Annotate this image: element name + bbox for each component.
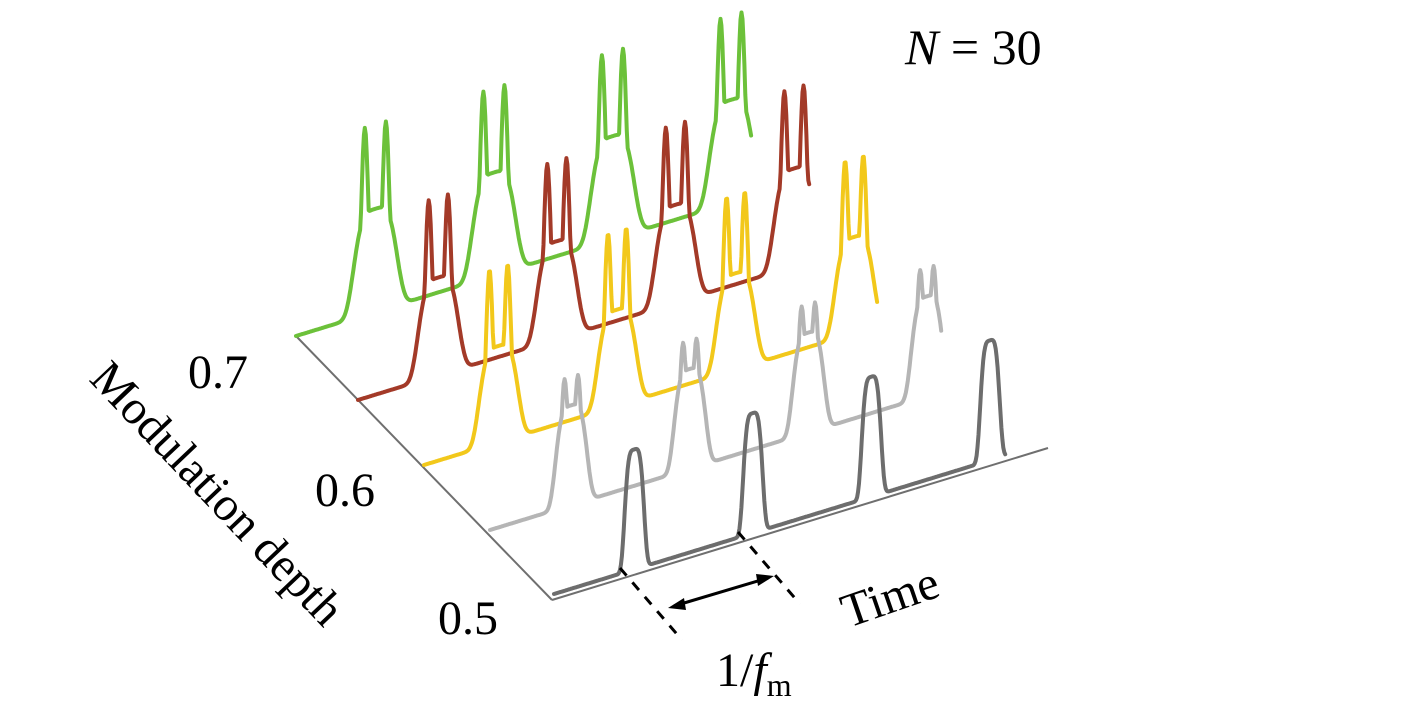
period-label-subscript: m bbox=[767, 667, 792, 703]
trace-3 bbox=[422, 154, 880, 467]
trace-5 bbox=[294, 10, 754, 338]
trace-4 bbox=[356, 83, 812, 402]
tick-label-0.5: 0.5 bbox=[438, 592, 498, 645]
period-marker-left bbox=[618, 567, 684, 641]
title-variable: N bbox=[904, 19, 941, 75]
period-label-numerator: 1/ bbox=[716, 644, 754, 697]
tick-label-0.6: 0.6 bbox=[315, 464, 375, 517]
title: N = 30 bbox=[904, 19, 1042, 75]
trace-2 bbox=[488, 264, 944, 532]
title-equals: = bbox=[938, 19, 991, 75]
trace-1 bbox=[552, 337, 1008, 596]
period-label: 1/fm bbox=[716, 644, 792, 703]
period-marker-right bbox=[736, 531, 802, 605]
tick-label-0.7: 0.7 bbox=[188, 346, 248, 399]
time-axis-label: Time bbox=[834, 556, 945, 639]
period-arrow bbox=[668, 574, 774, 610]
depth-axis bbox=[295, 335, 553, 601]
traces-group bbox=[294, 10, 1008, 596]
title-value: 30 bbox=[992, 19, 1042, 75]
time-axis bbox=[551, 447, 1049, 601]
